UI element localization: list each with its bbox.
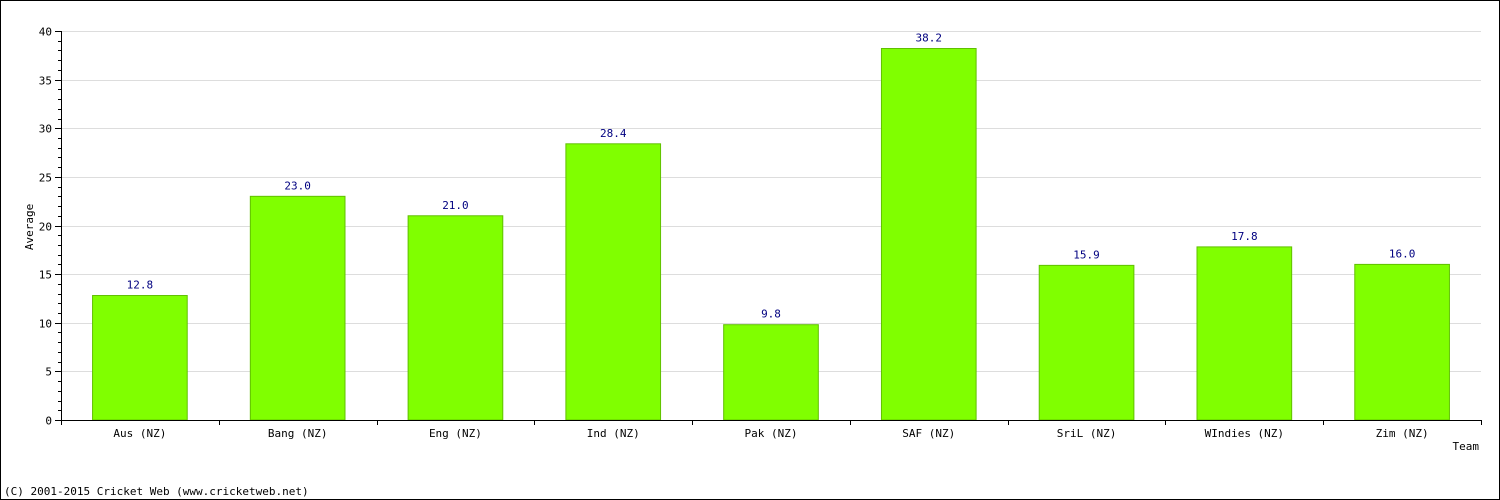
x-tick-label: Bang (NZ)	[268, 427, 328, 440]
x-tick-label: WIndies (NZ)	[1205, 427, 1284, 440]
y-tick-label: 10	[39, 318, 52, 331]
bar-value-label: 23.0	[284, 179, 311, 192]
bar-value-label: 15.9	[1073, 248, 1100, 261]
bar-value-label: 12.8	[127, 279, 154, 292]
x-axis-title: Team	[1453, 440, 1480, 453]
y-tick-label: 30	[39, 123, 52, 136]
y-tick-label: 0	[45, 415, 52, 428]
axes	[55, 31, 1482, 425]
bar-value-label: 17.8	[1231, 230, 1258, 243]
bar	[1354, 263, 1450, 421]
x-tick-label: Zim (NZ)	[1376, 427, 1429, 440]
bar-value-label: 21.0	[442, 199, 469, 212]
bar	[1196, 246, 1293, 421]
y-tick-label: 15	[39, 269, 52, 282]
bar	[407, 215, 504, 421]
y-tick-label: 35	[39, 75, 52, 88]
x-tick-label: Aus (NZ)	[113, 427, 166, 440]
bar	[92, 295, 188, 421]
x-tick-label: SAF (NZ)	[902, 427, 955, 440]
bar-value-label: 16.0	[1389, 247, 1416, 260]
y-axis-title: Average	[23, 204, 36, 250]
bar	[723, 324, 819, 421]
y-tick-label: 25	[39, 172, 52, 185]
x-tick-label: Pak (NZ)	[745, 427, 798, 440]
y-tick-label: 20	[39, 221, 52, 234]
bar-value-label: 9.8	[761, 308, 781, 321]
x-tick-label: SriL (NZ)	[1057, 427, 1117, 440]
labels: 0 5 10 15 20 25 30 35 40 12.8 Aus (NZ) 23.0 Bang (NZ…	[39, 26, 1429, 441]
bars	[92, 48, 1450, 421]
y-tick-label: 40	[39, 26, 52, 39]
y-tick-label: 5	[45, 366, 52, 379]
bar	[249, 195, 346, 421]
bar	[565, 143, 662, 421]
bar-value-label: 38.2	[916, 32, 943, 45]
bar	[880, 48, 977, 421]
x-tick-label: Eng (NZ)	[429, 427, 482, 440]
bar-value-label: 28.4	[600, 127, 627, 140]
bar	[1038, 264, 1135, 421]
x-tick-label: Ind (NZ)	[587, 427, 640, 440]
copyright-footer: (C) 2001-2015 Cricket Web (www.cricketwe…	[4, 485, 309, 498]
